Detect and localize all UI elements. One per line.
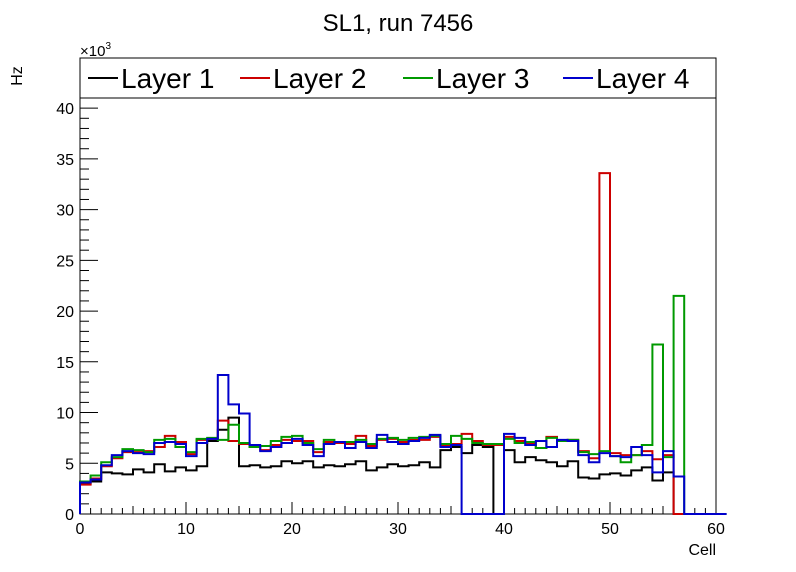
y-tick-label: 40 bbox=[56, 101, 74, 118]
x-tick-label: 60 bbox=[707, 521, 725, 538]
legend-label-layer-2: Layer 2 bbox=[273, 63, 366, 94]
legend-label-layer-1: Layer 1 bbox=[121, 63, 214, 94]
legend-label-layer-4: Layer 4 bbox=[596, 63, 689, 94]
series-line-layer-3 bbox=[79, 294, 727, 515]
series-line-layer-4 bbox=[79, 373, 727, 515]
y-tick-label: 20 bbox=[56, 304, 74, 321]
legend-box bbox=[79, 57, 717, 99]
y-multiplier-label: ×103 bbox=[80, 41, 111, 60]
y-tick-labels: 0 5 10 15 20 25 30 35 40 bbox=[56, 101, 74, 524]
y-tick-label: 10 bbox=[56, 406, 74, 423]
chart-title: SL1, run 7456 bbox=[323, 10, 474, 37]
x-tick-label: 10 bbox=[177, 521, 195, 538]
y-tick-label: 5 bbox=[65, 456, 74, 473]
y-tick-label: 15 bbox=[56, 355, 74, 372]
x-axis-label: Cell bbox=[688, 542, 716, 559]
series-line-layer-1 bbox=[79, 416, 716, 515]
y-axis-label: Hz bbox=[9, 66, 26, 86]
y-tick-label: 30 bbox=[56, 203, 74, 220]
x-tick-label: 50 bbox=[601, 521, 619, 538]
y-tick-label: 25 bbox=[56, 253, 74, 270]
y-tick-label: 35 bbox=[56, 152, 74, 169]
x-tick-label: 0 bbox=[76, 521, 85, 538]
legend-label-layer-3: Layer 3 bbox=[436, 63, 529, 94]
x-tick-labels: 0 10 20 30 40 50 60 bbox=[76, 521, 725, 538]
x-tick-label: 30 bbox=[389, 521, 407, 538]
x-tick-label: 40 bbox=[495, 521, 513, 538]
legend: Layer 1 Layer 2 Layer 3 Layer 4 bbox=[88, 63, 689, 94]
series-layer bbox=[79, 172, 727, 515]
y-tick-label: 0 bbox=[65, 507, 74, 524]
x-tick-label: 20 bbox=[283, 521, 301, 538]
